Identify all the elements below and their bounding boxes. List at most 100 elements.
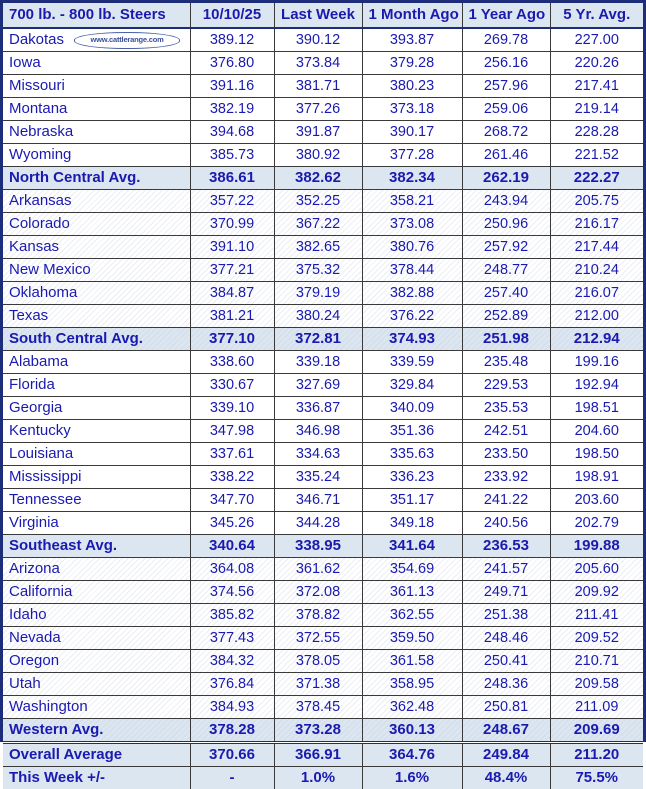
price-cell: 376.80 <box>190 52 274 75</box>
state-label: Alabama <box>9 353 68 370</box>
price-cell: 381.71 <box>274 75 362 98</box>
state-label: Colorado <box>9 215 70 232</box>
row-label-cell: Nebraska <box>3 121 190 144</box>
overall-average-label: Overall Average <box>3 743 190 767</box>
price-cell: 241.57 <box>462 558 550 581</box>
row-label-cell: Iowa <box>3 52 190 75</box>
overall-average-value: 211.20 <box>550 743 643 767</box>
price-cell: 209.92 <box>550 581 643 604</box>
price-cell: 248.36 <box>462 673 550 696</box>
price-cell: 228.28 <box>550 121 643 144</box>
price-cell: 221.52 <box>550 144 643 167</box>
overall-average-value: 366.91 <box>274 743 362 767</box>
price-cell: 378.44 <box>362 259 462 282</box>
row-label-cell: Colorado <box>3 213 190 236</box>
price-cell: 203.60 <box>550 489 643 512</box>
price-cell: 250.41 <box>462 650 550 673</box>
price-cell: 229.53 <box>462 374 550 397</box>
price-cell: 217.44 <box>550 236 643 259</box>
weekly-change-value: 48.4% <box>462 767 550 789</box>
price-cell: 373.08 <box>362 213 462 236</box>
state-label: Iowa <box>9 54 41 71</box>
row-label-cell: Georgia <box>3 397 190 420</box>
price-cell: 345.26 <box>190 512 274 535</box>
price-cell: 336.23 <box>362 466 462 489</box>
price-cell: 385.73 <box>190 144 274 167</box>
price-cell: 252.89 <box>462 305 550 328</box>
section-average-label: North Central Avg. <box>3 167 190 190</box>
price-cell: 199.16 <box>550 351 643 374</box>
row-label-cell: Alabama <box>3 351 190 374</box>
price-cell: 380.92 <box>274 144 362 167</box>
row-label-cell: Oregon <box>3 650 190 673</box>
price-cell: 391.16 <box>190 75 274 98</box>
price-cell: 382.65 <box>274 236 362 259</box>
price-cell: 250.96 <box>462 213 550 236</box>
price-cell: 339.18 <box>274 351 362 374</box>
price-cell: 378.45 <box>274 696 362 719</box>
price-cell: 235.48 <box>462 351 550 374</box>
row-label-cell: Montana <box>3 98 190 121</box>
price-cell: 249.71 <box>462 581 550 604</box>
price-cell: 371.38 <box>274 673 362 696</box>
price-cell: 257.40 <box>462 282 550 305</box>
state-label: Kentucky <box>9 422 71 439</box>
state-label: Louisiana <box>9 445 73 462</box>
price-cell: 384.32 <box>190 650 274 673</box>
price-cell: 354.69 <box>362 558 462 581</box>
section-average-value: 251.98 <box>462 328 550 351</box>
section-average-value: 373.28 <box>274 719 362 743</box>
price-cell: 216.07 <box>550 282 643 305</box>
price-cell: 384.87 <box>190 282 274 305</box>
price-cell: 217.41 <box>550 75 643 98</box>
price-cell: 248.46 <box>462 627 550 650</box>
overall-average-value: 370.66 <box>190 743 274 767</box>
price-cell: 377.21 <box>190 259 274 282</box>
state-label: New Mexico <box>9 261 91 278</box>
price-cell: 358.21 <box>362 190 462 213</box>
price-cell: 340.09 <box>362 397 462 420</box>
price-cell: 334.63 <box>274 443 362 466</box>
state-label: Arizona <box>9 560 60 577</box>
price-cell: 359.50 <box>362 627 462 650</box>
section-average-value: 262.19 <box>462 167 550 190</box>
row-label-cell: Washington <box>3 696 190 719</box>
state-label: Texas <box>9 307 48 324</box>
weekly-change-value: - <box>190 767 274 789</box>
section-average-value: 236.53 <box>462 535 550 558</box>
price-cell: 346.71 <box>274 489 362 512</box>
row-label-cell: Kansas <box>3 236 190 259</box>
row-label-cell: Louisiana <box>3 443 190 466</box>
row-label-cell: Kentucky <box>3 420 190 443</box>
price-cell: 358.95 <box>362 673 462 696</box>
section-average-value: 199.88 <box>550 535 643 558</box>
price-cell: 210.71 <box>550 650 643 673</box>
price-cell: 346.98 <box>274 420 362 443</box>
price-cell: 373.18 <box>362 98 462 121</box>
price-cell: 259.06 <box>462 98 550 121</box>
price-cell: 198.91 <box>550 466 643 489</box>
price-cell: 337.61 <box>190 443 274 466</box>
section-average-value: 209.69 <box>550 719 643 743</box>
price-cell: 268.72 <box>462 121 550 144</box>
section-average-value: 382.62 <box>274 167 362 190</box>
header-cell-1: 10/10/25 <box>190 3 274 28</box>
price-cell: 370.99 <box>190 213 274 236</box>
price-cell: 219.14 <box>550 98 643 121</box>
header-cell-3: 1 Month Ago <box>362 3 462 28</box>
price-cell: 379.19 <box>274 282 362 305</box>
price-cell: 256.16 <box>462 52 550 75</box>
price-cell: 335.63 <box>362 443 462 466</box>
state-label: Arkansas <box>9 192 72 209</box>
